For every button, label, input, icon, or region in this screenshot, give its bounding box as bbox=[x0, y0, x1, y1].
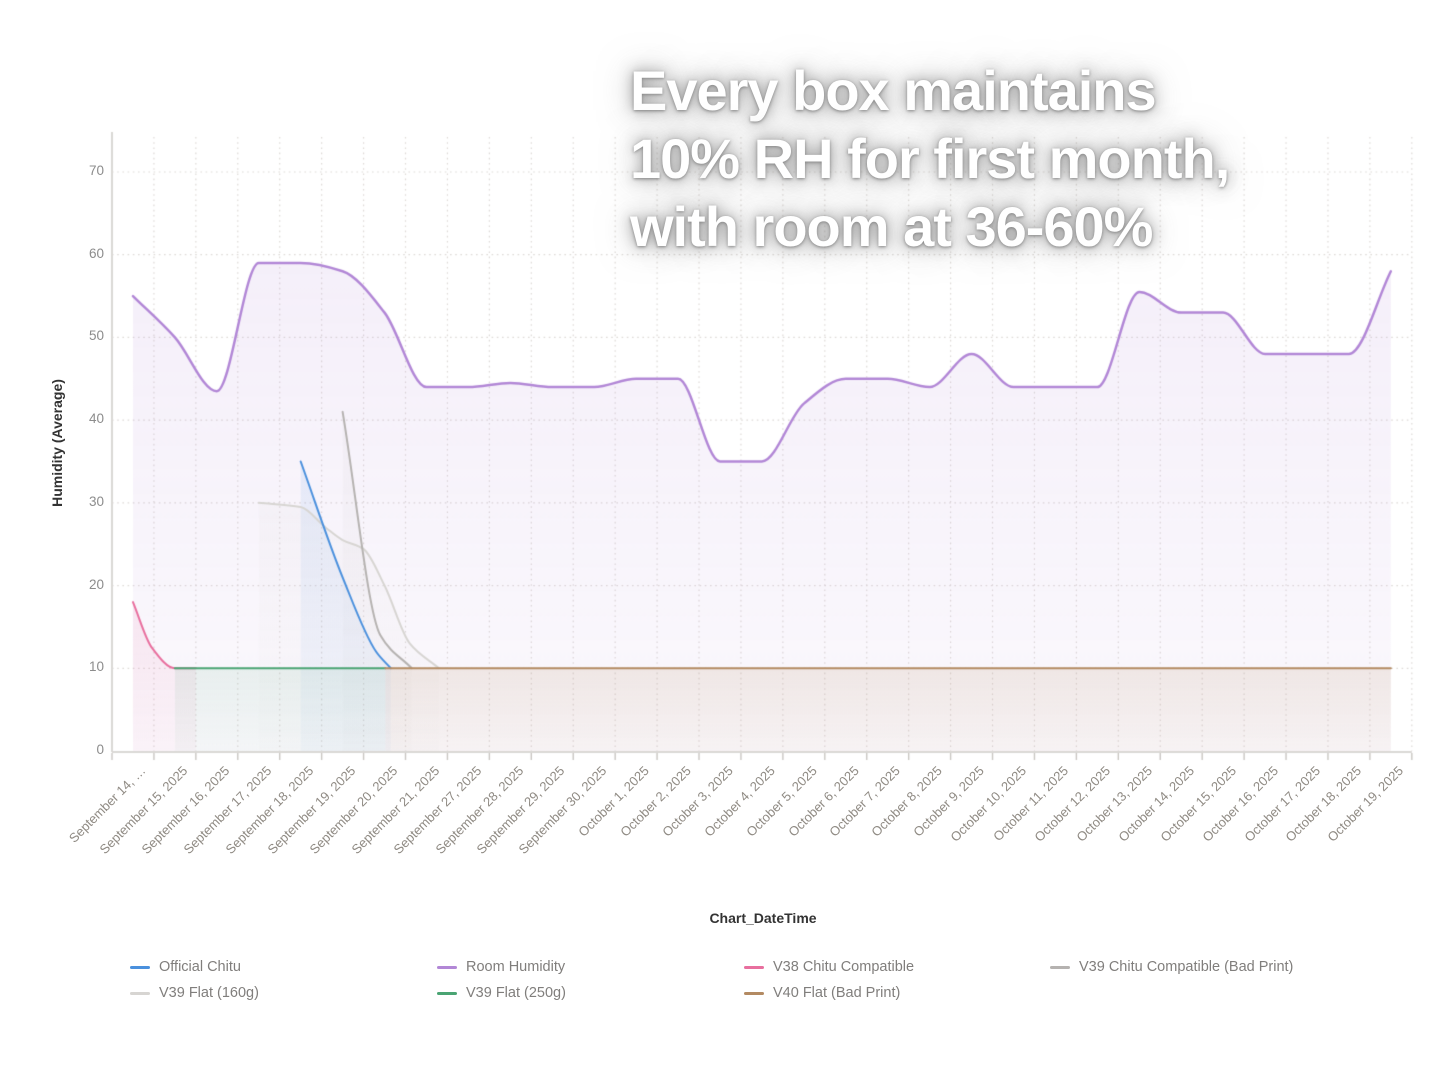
y-tick-label: 30 bbox=[88, 493, 104, 509]
legend-item-label: V39 Flat (160g) bbox=[159, 985, 259, 1001]
legend-item[interactable]: V39 Chitu Compatible (Bad Print) bbox=[1050, 957, 1293, 977]
legend-item[interactable]: Official Chitu bbox=[130, 957, 241, 977]
annotation-line-3: with room at 36-60% bbox=[630, 195, 1153, 258]
legend-swatch-icon bbox=[437, 965, 457, 969]
annotation-line-2: 10% RH for first month, bbox=[630, 127, 1230, 190]
legend-item[interactable]: Room Humidity bbox=[437, 957, 565, 977]
chart-annotation-title: Every box maintains 10% RH for first mon… bbox=[630, 57, 1230, 261]
legend-swatch-icon bbox=[437, 991, 457, 995]
legend-item-label: V38 Chitu Compatible bbox=[773, 959, 915, 975]
legend-item[interactable]: V39 Flat (250g) bbox=[437, 983, 566, 1003]
legend-item-label: Room Humidity bbox=[466, 959, 566, 975]
legend-swatch-icon bbox=[130, 965, 150, 969]
y-axis-title: Humidity (Average) bbox=[49, 379, 65, 507]
legend-swatch-icon bbox=[744, 991, 764, 995]
annotation-line-1: Every box maintains bbox=[630, 59, 1157, 122]
legend-item-label: V39 Flat (250g) bbox=[466, 985, 566, 1001]
y-tick-label: 50 bbox=[88, 328, 104, 344]
y-tick-label: 0 bbox=[96, 742, 104, 757]
legend-item[interactable]: V40 Flat (Bad Print) bbox=[744, 983, 900, 1003]
legend-item-label: Official Chitu bbox=[159, 959, 241, 975]
x-axis-title: Chart_DateTime bbox=[709, 910, 817, 926]
legend-item-label: V40 Flat (Bad Print) bbox=[773, 985, 901, 1001]
y-tick-label: 60 bbox=[88, 245, 104, 261]
legend-swatch-icon bbox=[130, 991, 150, 995]
y-tick-label: 10 bbox=[88, 659, 104, 675]
y-tick-label: 20 bbox=[88, 576, 104, 592]
legend-swatch-icon bbox=[744, 965, 764, 969]
legend-swatch-icon bbox=[1050, 965, 1070, 969]
y-tick-label: 40 bbox=[88, 411, 104, 427]
legend-item[interactable]: V39 Flat (160g) bbox=[130, 983, 259, 1003]
legend-item[interactable]: V38 Chitu Compatible bbox=[744, 957, 914, 977]
legend-item-label: V39 Chitu Compatible (Bad Print) bbox=[1079, 959, 1294, 975]
y-tick-label: 70 bbox=[88, 163, 104, 178]
